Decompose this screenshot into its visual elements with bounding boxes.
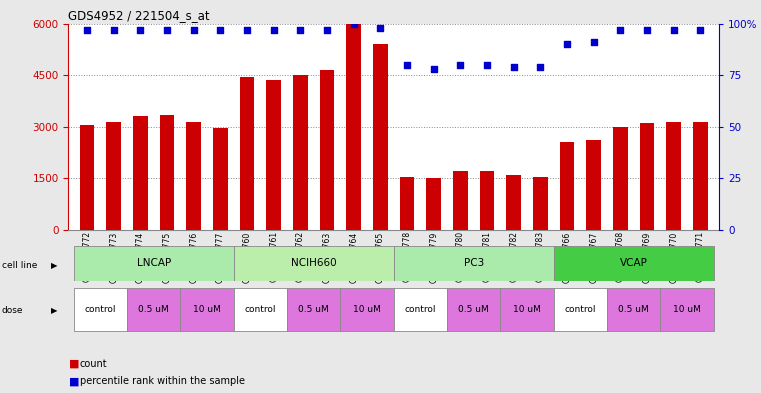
Text: 10 uM: 10 uM <box>673 305 701 314</box>
Point <box>454 62 466 68</box>
Bar <box>400 176 415 230</box>
Text: percentile rank within the sample: percentile rank within the sample <box>80 376 245 386</box>
Bar <box>560 142 575 230</box>
Text: control: control <box>84 305 116 314</box>
Point <box>135 27 147 33</box>
Bar <box>287 288 340 331</box>
Bar <box>394 246 554 281</box>
Bar <box>74 288 127 331</box>
Bar <box>554 246 714 281</box>
Text: ■: ■ <box>68 358 79 369</box>
Point <box>641 27 653 33</box>
Bar <box>234 246 394 281</box>
Bar <box>394 288 447 331</box>
Text: ▶: ▶ <box>50 261 57 270</box>
Text: control: control <box>565 305 596 314</box>
Text: control: control <box>405 305 436 314</box>
Bar <box>447 288 501 331</box>
Text: cell line: cell line <box>2 261 37 270</box>
Point <box>694 27 706 33</box>
Text: dose: dose <box>2 306 23 315</box>
Bar <box>293 75 307 230</box>
Bar <box>160 115 174 230</box>
Bar <box>693 121 708 230</box>
Bar <box>234 288 287 331</box>
Bar <box>453 171 468 230</box>
Bar <box>240 77 254 230</box>
Bar <box>507 175 521 230</box>
Point <box>587 39 600 45</box>
Bar <box>667 121 681 230</box>
Bar <box>501 288 554 331</box>
Bar <box>661 288 714 331</box>
Point <box>428 66 440 72</box>
Point <box>81 27 94 33</box>
Bar <box>213 129 228 230</box>
Text: 10 uM: 10 uM <box>353 305 381 314</box>
Text: control: control <box>245 305 276 314</box>
Point <box>268 27 280 33</box>
Point <box>241 27 253 33</box>
Text: ▶: ▶ <box>50 306 57 315</box>
Bar <box>346 24 361 230</box>
Bar <box>340 288 394 331</box>
Text: 0.5 uM: 0.5 uM <box>139 305 169 314</box>
Text: LNCAP: LNCAP <box>137 258 171 268</box>
Bar <box>74 246 234 281</box>
Text: 10 uM: 10 uM <box>193 305 221 314</box>
Bar <box>607 288 661 331</box>
Point <box>161 27 174 33</box>
Bar <box>613 127 628 230</box>
Point <box>667 27 680 33</box>
Text: PC3: PC3 <box>463 258 484 268</box>
Bar <box>533 176 548 230</box>
Point <box>614 27 626 33</box>
Bar <box>426 178 441 230</box>
Bar <box>133 116 148 230</box>
Point <box>534 64 546 70</box>
Bar <box>554 288 607 331</box>
Point <box>508 64 520 70</box>
Text: 0.5 uM: 0.5 uM <box>619 305 649 314</box>
Bar <box>373 44 388 230</box>
Bar <box>266 80 281 230</box>
Point <box>108 27 120 33</box>
Text: count: count <box>80 358 107 369</box>
Point <box>188 27 200 33</box>
Text: ■: ■ <box>68 376 79 386</box>
Bar <box>127 288 180 331</box>
Bar <box>180 288 234 331</box>
Text: 0.5 uM: 0.5 uM <box>458 305 489 314</box>
Bar <box>107 121 121 230</box>
Text: VCAP: VCAP <box>620 258 648 268</box>
Point <box>348 20 360 27</box>
Point <box>215 27 227 33</box>
Point <box>561 41 573 48</box>
Text: 0.5 uM: 0.5 uM <box>298 305 330 314</box>
Bar <box>320 70 335 230</box>
Bar <box>80 125 94 230</box>
Bar <box>186 121 201 230</box>
Point <box>401 62 413 68</box>
Text: GDS4952 / 221504_s_at: GDS4952 / 221504_s_at <box>68 9 210 22</box>
Point <box>481 62 493 68</box>
Bar <box>640 123 654 230</box>
Text: 10 uM: 10 uM <box>513 305 541 314</box>
Bar <box>587 140 601 230</box>
Point <box>295 27 307 33</box>
Text: NCIH660: NCIH660 <box>291 258 336 268</box>
Bar <box>480 171 495 230</box>
Point <box>374 24 387 31</box>
Point <box>321 27 333 33</box>
